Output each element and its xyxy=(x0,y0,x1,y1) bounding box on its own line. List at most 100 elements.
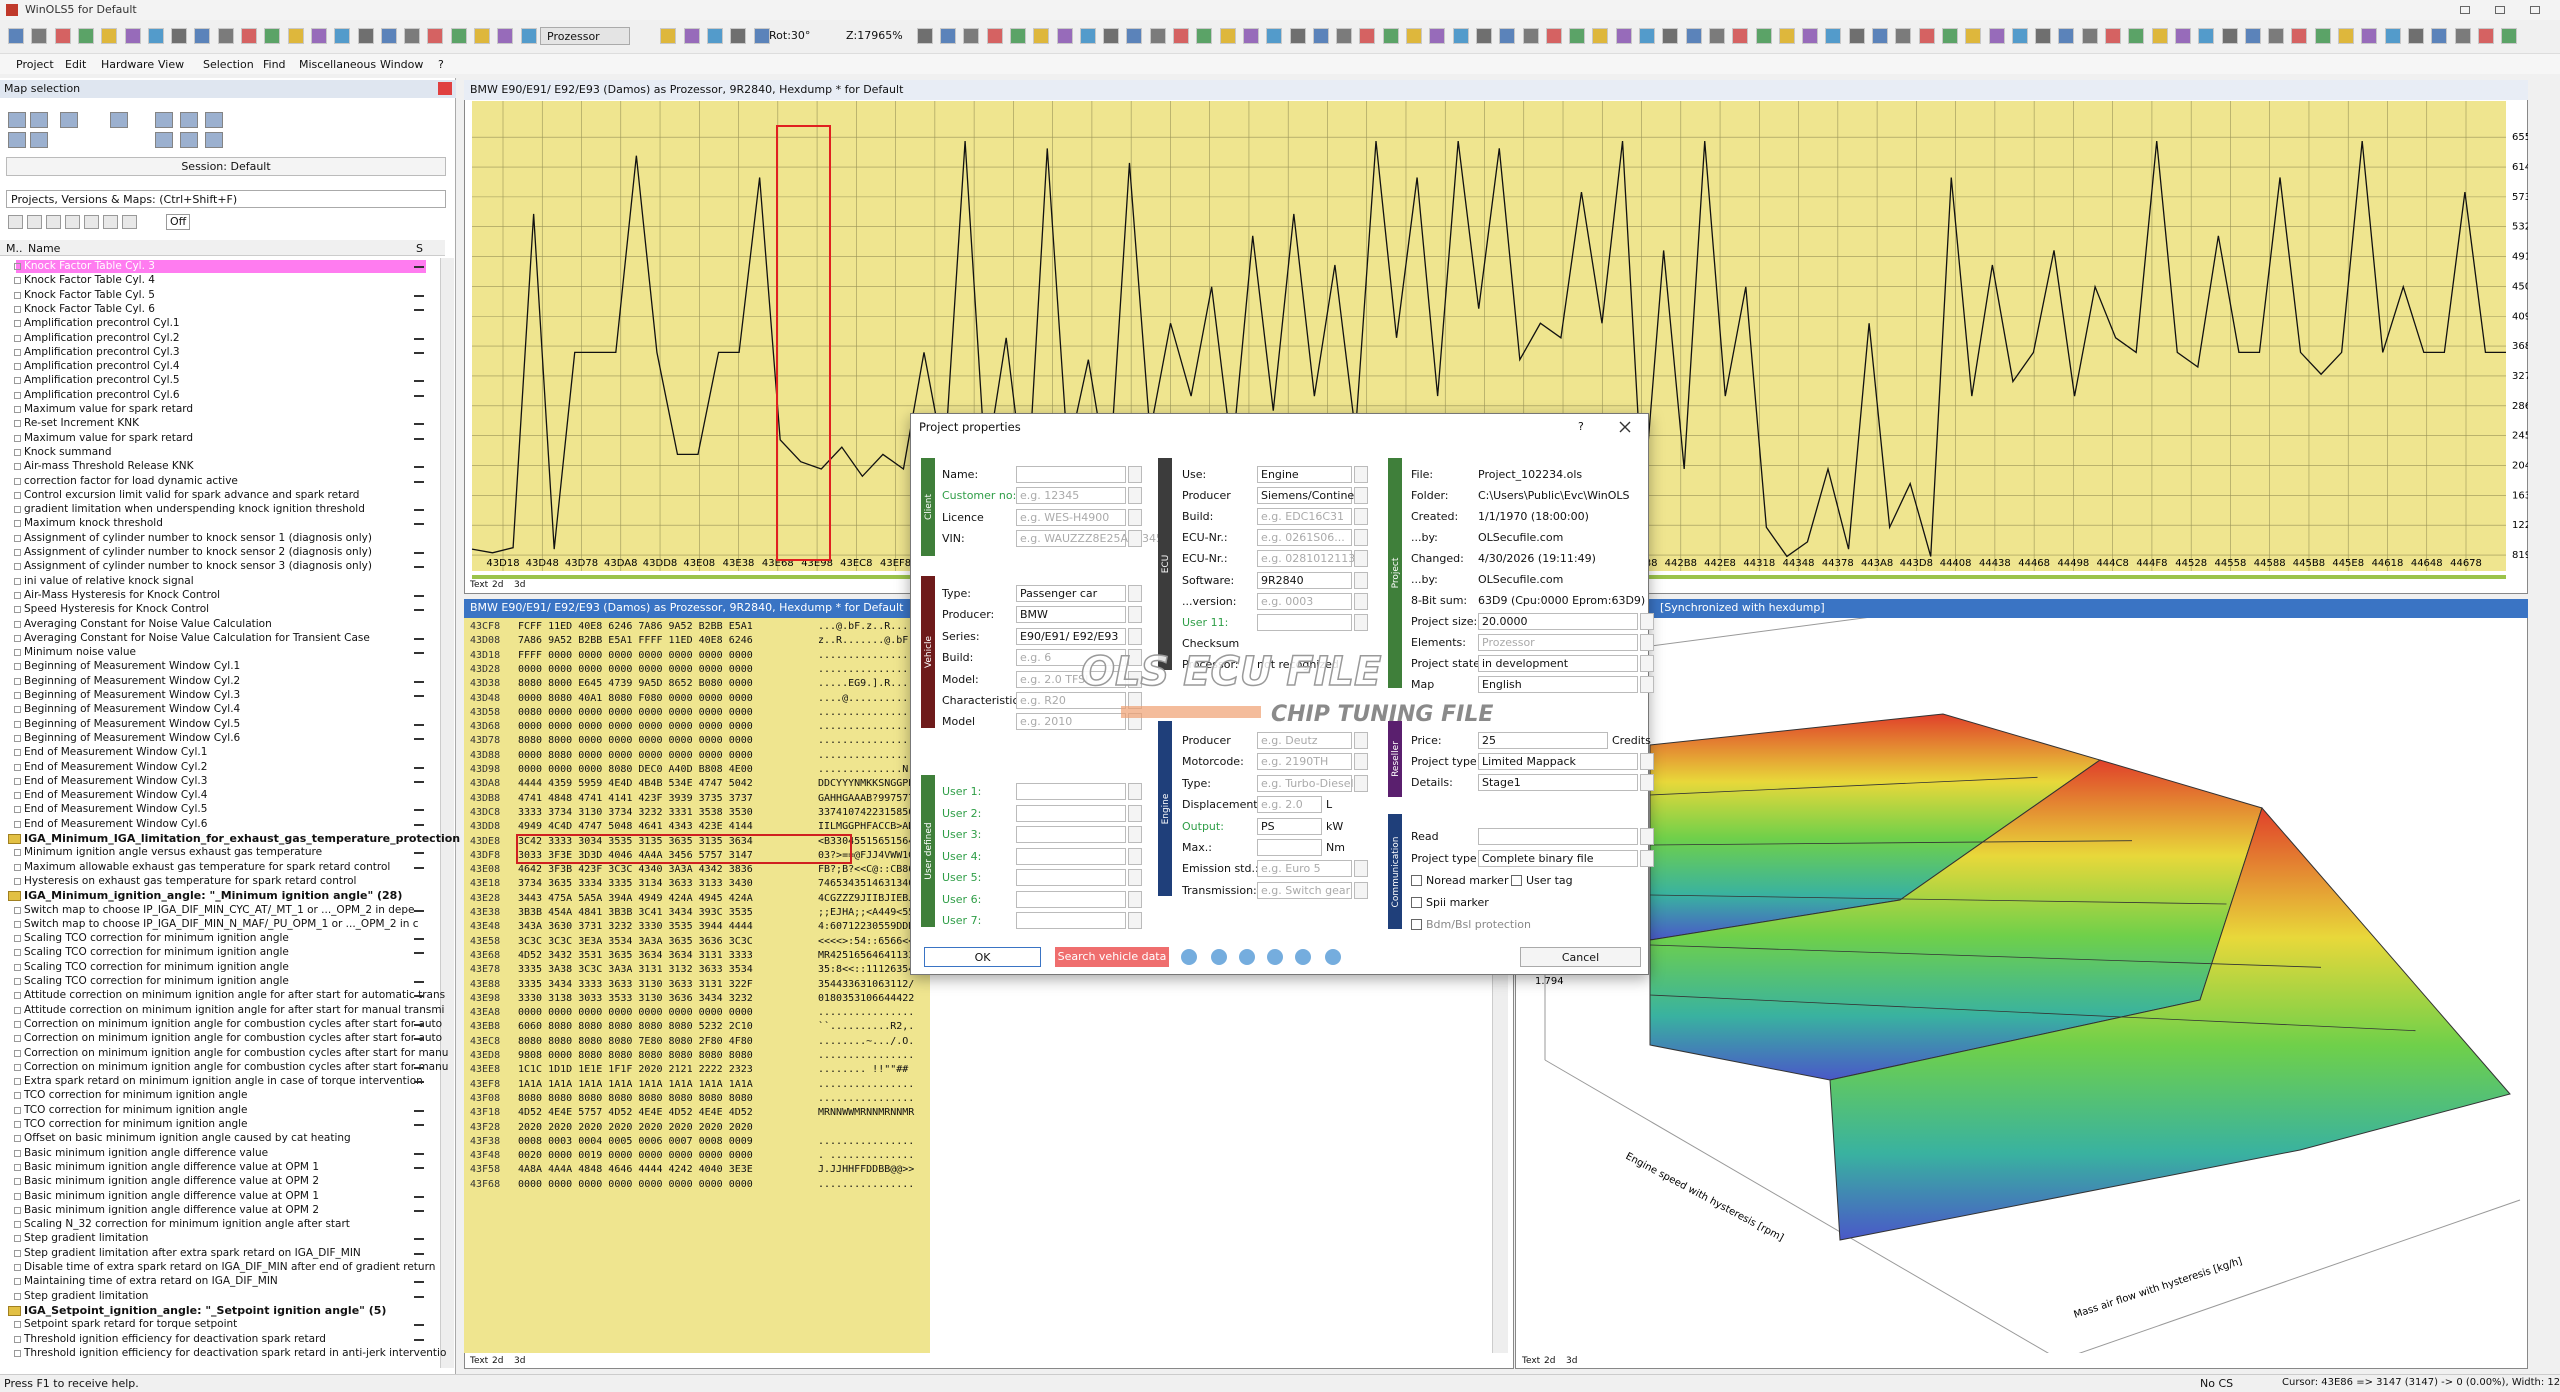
map-item[interactable]: Extra spark retard on minimum ignition a… xyxy=(24,1075,423,1088)
session-button[interactable]: Session: Default xyxy=(6,157,446,176)
map-item[interactable]: Scaling TCO correction for minimum ignit… xyxy=(24,975,289,987)
tab[interactable]: 3d xyxy=(1566,1356,1578,1366)
toolbar-button[interactable] xyxy=(1266,28,1283,44)
map-item[interactable]: End of Measurement Window Cyl.5 xyxy=(24,803,208,816)
dialog-help[interactable]: ? xyxy=(1578,420,1584,433)
panel-icon[interactable] xyxy=(60,112,78,128)
map-item[interactable]: Knock Factor Table Cyl. 5 xyxy=(24,288,155,301)
dialog-icon[interactable] xyxy=(1211,949,1227,965)
toolbar-button[interactable] xyxy=(2081,28,2098,44)
field-button[interactable] xyxy=(1128,670,1142,688)
map-item[interactable]: Basic minimum ignition angle difference … xyxy=(24,1146,269,1159)
field-input[interactable]: Prozessor xyxy=(1478,634,1638,651)
map-item[interactable]: End of Measurement Window Cyl.3 xyxy=(24,774,208,787)
menu-item[interactable]: View xyxy=(158,58,185,71)
field-input[interactable] xyxy=(1016,804,1126,822)
toolbar-button[interactable] xyxy=(2454,28,2471,44)
map-item[interactable]: ini value of relative knock signal xyxy=(24,574,194,587)
toolbar-button[interactable] xyxy=(1429,28,1446,44)
field-input[interactable]: E90/E91/ E92/E93 xyxy=(1016,627,1126,645)
menu-item[interactable]: Selection xyxy=(203,58,254,71)
toolbar-button[interactable] xyxy=(520,28,537,44)
toolbar-button[interactable] xyxy=(380,28,397,44)
toolbar-button[interactable] xyxy=(124,28,141,44)
toolbar-button[interactable] xyxy=(2501,28,2518,44)
filter-button[interactable] xyxy=(27,215,42,229)
map-item[interactable]: Maximum value for spark retard xyxy=(24,431,194,444)
field-input[interactable] xyxy=(1257,613,1352,631)
map-item[interactable]: TCO correction for minimum ignition angl… xyxy=(24,1103,248,1116)
toolbar-button[interactable] xyxy=(1708,28,1725,44)
toolbar-button[interactable] xyxy=(1825,28,1842,44)
field-button[interactable] xyxy=(1354,753,1368,771)
field-button[interactable] xyxy=(1128,487,1142,505)
map-item[interactable]: Maintaining time of extra retard on IGA_… xyxy=(24,1275,278,1288)
map-item[interactable]: Threshold ignition efficiency for deacti… xyxy=(24,1346,447,1359)
window-control[interactable] xyxy=(2495,6,2505,14)
map-item[interactable]: Step gradient limitation xyxy=(24,1289,149,1302)
map-item[interactable]: Basic minimum ignition angle difference … xyxy=(24,1160,320,1173)
toolbar-button[interactable] xyxy=(1312,28,1329,44)
map-item[interactable]: Assignment of cylinder number to knock s… xyxy=(24,531,372,544)
tab[interactable]: Text xyxy=(470,1356,489,1366)
toolbar-button[interactable] xyxy=(2338,28,2354,44)
filter-button[interactable] xyxy=(46,215,61,229)
dialog-icon[interactable] xyxy=(1295,949,1311,965)
field-button[interactable] xyxy=(1354,592,1368,610)
toolbar-button[interactable] xyxy=(1033,28,1050,44)
toolbar-button[interactable] xyxy=(1918,28,1935,44)
checkbox[interactable] xyxy=(1411,919,1422,930)
toolbar-button[interactable] xyxy=(8,28,24,44)
field-input[interactable]: e.g. 2010 xyxy=(1016,713,1126,731)
map-item[interactable]: Scaling N_32 correction for minimum igni… xyxy=(24,1218,350,1231)
map-item[interactable]: Correction on minimum ignition angle for… xyxy=(24,1046,449,1059)
window-control[interactable] xyxy=(2530,6,2540,14)
field-input[interactable]: Passenger car xyxy=(1016,585,1126,602)
field-button[interactable] xyxy=(1640,676,1654,693)
panel-icon[interactable] xyxy=(205,132,223,148)
toolbar-button[interactable] xyxy=(194,28,211,44)
field-input[interactable]: English xyxy=(1478,676,1638,693)
field-input[interactable]: e.g. 2.0 TFSI xyxy=(1016,670,1126,688)
toolbar-button[interactable] xyxy=(2174,28,2191,44)
field-button[interactable] xyxy=(1640,634,1654,651)
map-item[interactable]: Air-mass Threshold Release KNK xyxy=(24,460,194,473)
toolbar-button[interactable] xyxy=(2058,28,2075,44)
field-input[interactable]: e.g. Euro 5 xyxy=(1257,860,1352,878)
toolbar-button[interactable] xyxy=(1475,28,1492,44)
menu-item[interactable]: Hardware xyxy=(101,58,155,71)
field-input[interactable]: Siemens/Continer xyxy=(1257,487,1359,505)
toolbar-button[interactable] xyxy=(2431,28,2448,44)
map-item[interactable]: Maximum allowable exhaust gas temperatur… xyxy=(24,860,391,873)
field-button[interactable] xyxy=(1640,828,1654,845)
field-button[interactable] xyxy=(1640,655,1654,672)
group-label[interactable]: IGA_Minimum_ignition_angle: "_Minimum ig… xyxy=(24,889,403,903)
tab[interactable]: 2d xyxy=(1544,1356,1556,1366)
toolbar-button[interactable] xyxy=(2477,28,2494,44)
map-item[interactable]: Hysteresis on exhaust gas temperature fo… xyxy=(24,874,357,887)
toolbar-button[interactable] xyxy=(1872,28,1888,44)
tab[interactable]: 3d xyxy=(514,580,526,590)
toolbar-button[interactable] xyxy=(287,28,304,44)
checkbox[interactable] xyxy=(1411,897,1422,908)
field-button[interactable] xyxy=(1640,753,1654,770)
field-input[interactable]: e.g. 2190TH xyxy=(1257,753,1352,771)
toolbar-button[interactable] xyxy=(1406,28,1422,44)
toolbar-button[interactable] xyxy=(1895,28,1912,44)
field-button[interactable] xyxy=(1128,804,1142,822)
field-input[interactable]: e.g. Switch gear xyxy=(1257,881,1352,899)
toolbar-button[interactable] xyxy=(334,28,351,44)
field-button[interactable] xyxy=(1128,869,1142,886)
map-item[interactable]: Beginning of Measurement Window Cyl.3 xyxy=(24,689,241,701)
map-item[interactable]: Switch map to choose IP_IGA_DIF_MIN_CYC_… xyxy=(24,903,415,916)
field-input[interactable]: 9R2840 xyxy=(1257,571,1352,589)
toolbar-button[interactable] xyxy=(1755,28,1772,44)
panel-icon[interactable] xyxy=(30,112,48,128)
map-item[interactable]: Air-Mass Hysteresis for Knock Control xyxy=(24,588,221,601)
toolbar-button[interactable] xyxy=(101,28,118,44)
map-item[interactable]: correction factor for load dynamic activ… xyxy=(24,474,238,487)
field-button[interactable] xyxy=(1128,847,1142,865)
map-item[interactable]: gradient limitation when underspending k… xyxy=(24,503,365,516)
toolbar-button[interactable] xyxy=(2384,28,2401,44)
toolbar-button[interactable] xyxy=(497,28,514,44)
